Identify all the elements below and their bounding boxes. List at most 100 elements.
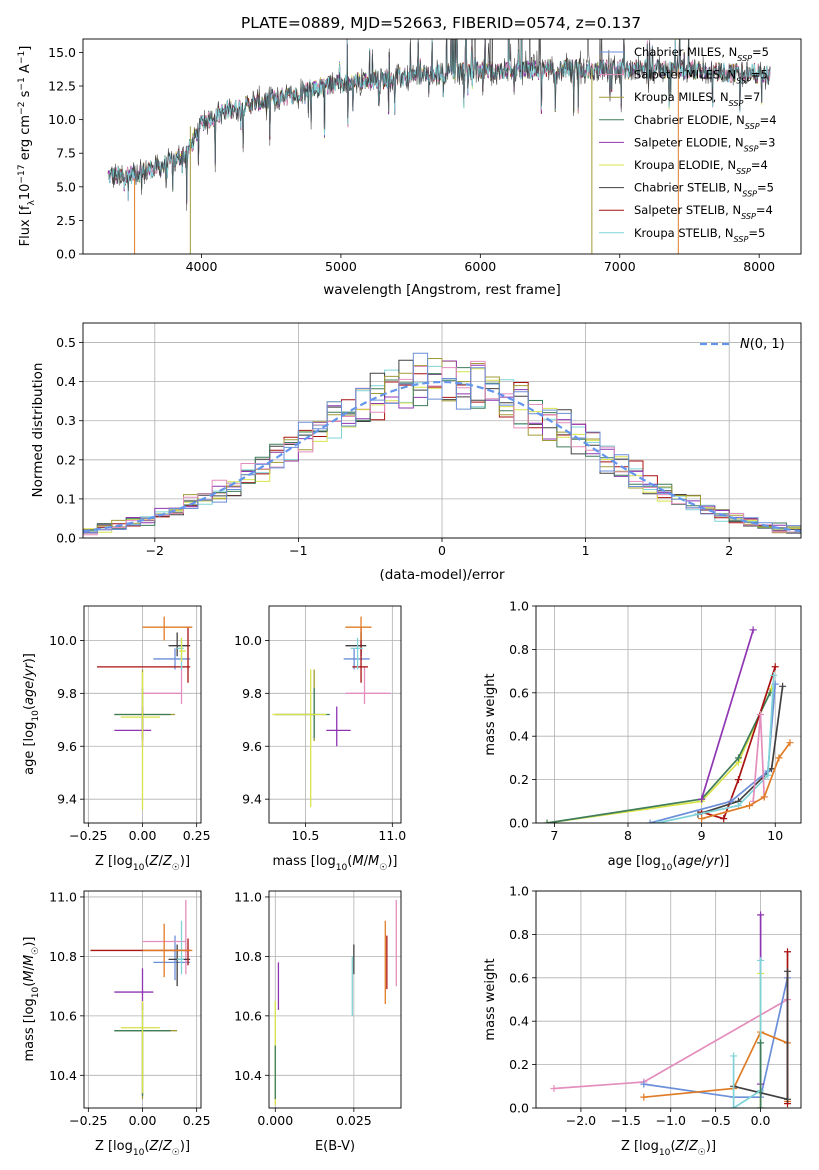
y-tick-label: 0.5 (56, 335, 76, 350)
y-tick-label: 0.3 (56, 413, 76, 428)
weight-marker (757, 956, 765, 964)
x-tick-label: 0.25 (183, 828, 211, 843)
y-tick-label: 0.2 (509, 1057, 529, 1072)
figure-title: PLATE=0889, MJD=52663, FIBERID=0574, z=0… (241, 14, 641, 32)
y-tick-label: 7.5 (56, 146, 76, 161)
y-tick-label: 12.5 (48, 79, 76, 94)
weight-marker (653, 819, 661, 823)
axes-residuals: −2 −1 0 1 2 0.0 0.1 0.2 0.3 0.4 0.5 (data-model)/er… (30, 322, 802, 583)
spectrum-line (107, 39, 771, 202)
spectrum-line (107, 39, 771, 202)
axes-frame (82, 322, 802, 539)
x-tick-label: 0.025 (336, 1113, 372, 1128)
weight-marker (775, 754, 783, 762)
weight-marker (730, 1052, 738, 1060)
y-tick-label: 9.8 (242, 686, 262, 701)
x-axis-label: wavelength [Angstrom, rest frame] (323, 282, 561, 298)
weight-marker (550, 1084, 558, 1092)
axes-frame (535, 890, 802, 1109)
legend: Chabrier MILES, NSSP=5 Salpeter MILES, NS… (599, 45, 777, 243)
axes-frame (83, 605, 202, 824)
y-axis-label: Flux [fλ10−17 erg cm−2 s−1 A−1] (17, 46, 37, 247)
y-tick-label: 9.4 (242, 792, 262, 807)
legend-label: Chabrier MILES, NSSP=5 (634, 45, 769, 63)
x-tick-label: 7000 (604, 259, 636, 274)
x-tick-label: 0.000 (257, 1113, 293, 1128)
axes-age-vs-mass: 10.5 11.0 9.4 9.6 9.8 10.0 mass [log10(M/M☉)] (234, 605, 406, 873)
y-tick-label: 0.0 (56, 247, 76, 262)
histogram-step (83, 358, 801, 537)
spectrum-line (108, 39, 771, 211)
weight-marker (640, 1093, 648, 1101)
weight-marker (768, 684, 776, 692)
weight-marker (757, 1039, 765, 1047)
y-tick-label: 11.0 (234, 889, 262, 904)
weight-marker (646, 819, 654, 823)
weight-marker (734, 754, 742, 762)
y-tick-label: 0.0 (509, 1101, 529, 1116)
legend-label: Chabrier ELODIE, NSSP=4 (634, 113, 777, 131)
y-tick-label: 0.2 (56, 452, 76, 467)
x-axis-label: E(B-V) (315, 1139, 355, 1154)
axes-weight-vs-Z: −2.0 −1.5 −1.0 −0.5 0.0 0.0 0.2 0.4 0.6 0.8 1.0 Z [… (483, 884, 802, 1158)
y-tick-label: 9.8 (57, 686, 77, 701)
weight-marker (727, 797, 735, 805)
y-tick-label: 0.2 (509, 772, 529, 787)
weight-marker (698, 795, 706, 803)
y-tick-label: 0.6 (509, 970, 529, 985)
x-axis-label: Z [log10(Z/Z☉)] (621, 1139, 716, 1158)
y-tick-label: 1.0 (509, 884, 529, 899)
x-tick-label: 0.00 (129, 1113, 157, 1128)
x-tick-label: 0.00 (129, 828, 157, 843)
plot-area-age-vs-Z (97, 616, 193, 810)
y-tick-label: 0.8 (509, 642, 529, 657)
x-tick-label: −2.0 (566, 1113, 596, 1128)
weight-marker (720, 815, 728, 823)
y-tick-label: 11.0 (49, 889, 77, 904)
x-axis-label: (data-model)/error (379, 567, 505, 583)
y-axis-label: mass [log10(M/M☉)] (22, 937, 41, 1062)
y-tick-label: 10.0 (48, 112, 76, 127)
y-tick-label: 0.4 (509, 1014, 529, 1029)
histogram-step (83, 360, 801, 536)
y-axis-label: mass weight (483, 673, 498, 755)
x-tick-label: 11.0 (378, 828, 406, 843)
plot-area-residuals (83, 352, 801, 537)
weight-line (546, 692, 771, 823)
y-axis-label: Normed distribution (30, 363, 46, 498)
legend-label: Kroupa ELODIE, NSSP=4 (634, 158, 768, 176)
weight-marker (757, 1104, 765, 1108)
y-tick-label: 1.0 (509, 599, 529, 614)
spectrum-line (107, 39, 771, 201)
y-tick-label: 10.4 (234, 1068, 262, 1083)
y-axis-label: age [log10(age/yr)] (22, 653, 41, 775)
legend-label: Salpeter MILES, NSSP=5 (634, 68, 768, 86)
y-tick-label: 9.6 (57, 739, 77, 754)
weight-marker (543, 819, 551, 823)
x-tick-label: −1.0 (656, 1113, 686, 1128)
y-tick-label: 0.4 (56, 374, 76, 389)
weight-marker (730, 1104, 738, 1108)
x-axis-label: Z [log10(Z/Z☉)] (95, 1139, 190, 1158)
x-tick-label: −1 (289, 543, 307, 558)
histogram-step (83, 352, 801, 536)
weight-line (700, 629, 755, 800)
axes-mass-vs-EBV: 0.000 0.025 10.4 10.6 10.8 11.0 E(B-V) (234, 889, 402, 1154)
spectrum-line (107, 39, 771, 202)
weight-marker (745, 802, 753, 810)
spectrum-line (107, 39, 771, 203)
axes-age-vs-Z: −0.25 0.00 0.25 9.4 9.6 9.8 10.0 Z [log10(Z/Z☉)… (22, 605, 211, 873)
y-axis-label: mass weight (483, 958, 498, 1040)
x-tick-label: 10 (767, 828, 783, 843)
x-tick-label: 0.25 (183, 1113, 211, 1128)
x-tick-label: 5000 (325, 259, 357, 274)
spectrum-line (107, 39, 771, 202)
gaussian-curve (83, 380, 801, 533)
y-tick-label: 0.8 (509, 927, 529, 942)
y-tick-label: 0.4 (509, 729, 529, 744)
plot-area-mass-vs-EBV (274, 899, 397, 1106)
weight-marker (786, 739, 794, 747)
weight-marker (757, 911, 765, 919)
y-tick-label: 0.1 (56, 491, 76, 506)
